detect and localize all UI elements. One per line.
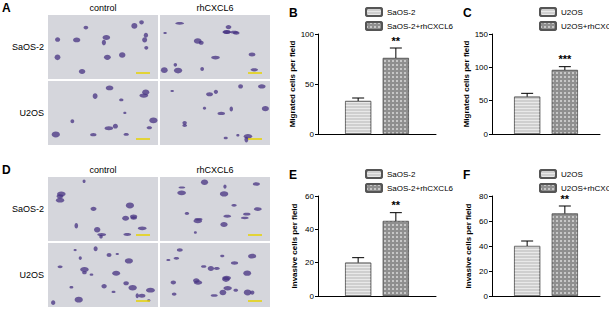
svg-text:rhCXCL6: rhCXCL6	[196, 165, 233, 175]
svg-text:rhCXCL6: rhCXCL6	[196, 3, 233, 13]
svg-text:U2OS+rhCXCL6: U2OS+rhCXCL6	[561, 22, 609, 31]
svg-text:SaOS-2: SaOS-2	[387, 170, 416, 179]
svg-text:Migrated cells per field: Migrated cells per field	[288, 41, 297, 128]
svg-text:SaOS-2: SaOS-2	[12, 42, 44, 52]
svg-text:150: 150	[475, 30, 489, 39]
svg-text:**: **	[561, 193, 570, 205]
svg-text:**: **	[392, 199, 401, 211]
svg-text:control: control	[89, 3, 116, 13]
svg-text:U2OS+rhCXCL6: U2OS+rhCXCL6	[561, 184, 609, 193]
svg-text:U2OS: U2OS	[19, 108, 44, 118]
svg-text:0: 0	[310, 130, 315, 139]
svg-text:Invasive cells per field: Invasive cells per field	[464, 203, 473, 288]
svg-text:40: 40	[479, 242, 488, 251]
svg-text:SaOS-2+rhCXCL6: SaOS-2+rhCXCL6	[387, 22, 454, 31]
svg-text:U2OS: U2OS	[561, 170, 583, 179]
svg-text:80: 80	[479, 192, 488, 201]
svg-text:A: A	[2, 1, 11, 15]
svg-text:0: 0	[484, 292, 489, 301]
svg-text:SaOS-2: SaOS-2	[387, 8, 416, 17]
svg-text:Migrated cells per field: Migrated cells per field	[462, 41, 471, 128]
svg-text:100: 100	[475, 63, 489, 72]
svg-text:C: C	[463, 6, 472, 20]
svg-text:50: 50	[305, 80, 314, 89]
svg-text:F: F	[463, 168, 470, 182]
svg-text:control: control	[89, 165, 116, 175]
svg-text:100: 100	[301, 30, 315, 39]
svg-text:B: B	[289, 6, 298, 20]
svg-text:SaOS-2+rhCXCL6: SaOS-2+rhCXCL6	[387, 184, 454, 193]
svg-text:U2OS: U2OS	[19, 270, 44, 280]
svg-text:***: ***	[558, 53, 572, 65]
svg-text:SaOS-2: SaOS-2	[12, 204, 44, 214]
svg-text:0: 0	[310, 292, 315, 301]
svg-text:60: 60	[479, 217, 488, 226]
svg-text:**: **	[392, 35, 401, 47]
svg-text:50: 50	[479, 96, 488, 105]
svg-text:D: D	[2, 163, 11, 177]
svg-text:E: E	[289, 168, 297, 182]
svg-text:60: 60	[305, 192, 314, 201]
svg-text:0: 0	[484, 130, 489, 139]
svg-text:U2OS: U2OS	[561, 8, 583, 17]
svg-text:40: 40	[305, 225, 314, 234]
svg-text:20: 20	[305, 258, 314, 267]
svg-text:Invasive cells per field: Invasive cells per field	[290, 203, 299, 288]
svg-text:20: 20	[479, 267, 488, 276]
